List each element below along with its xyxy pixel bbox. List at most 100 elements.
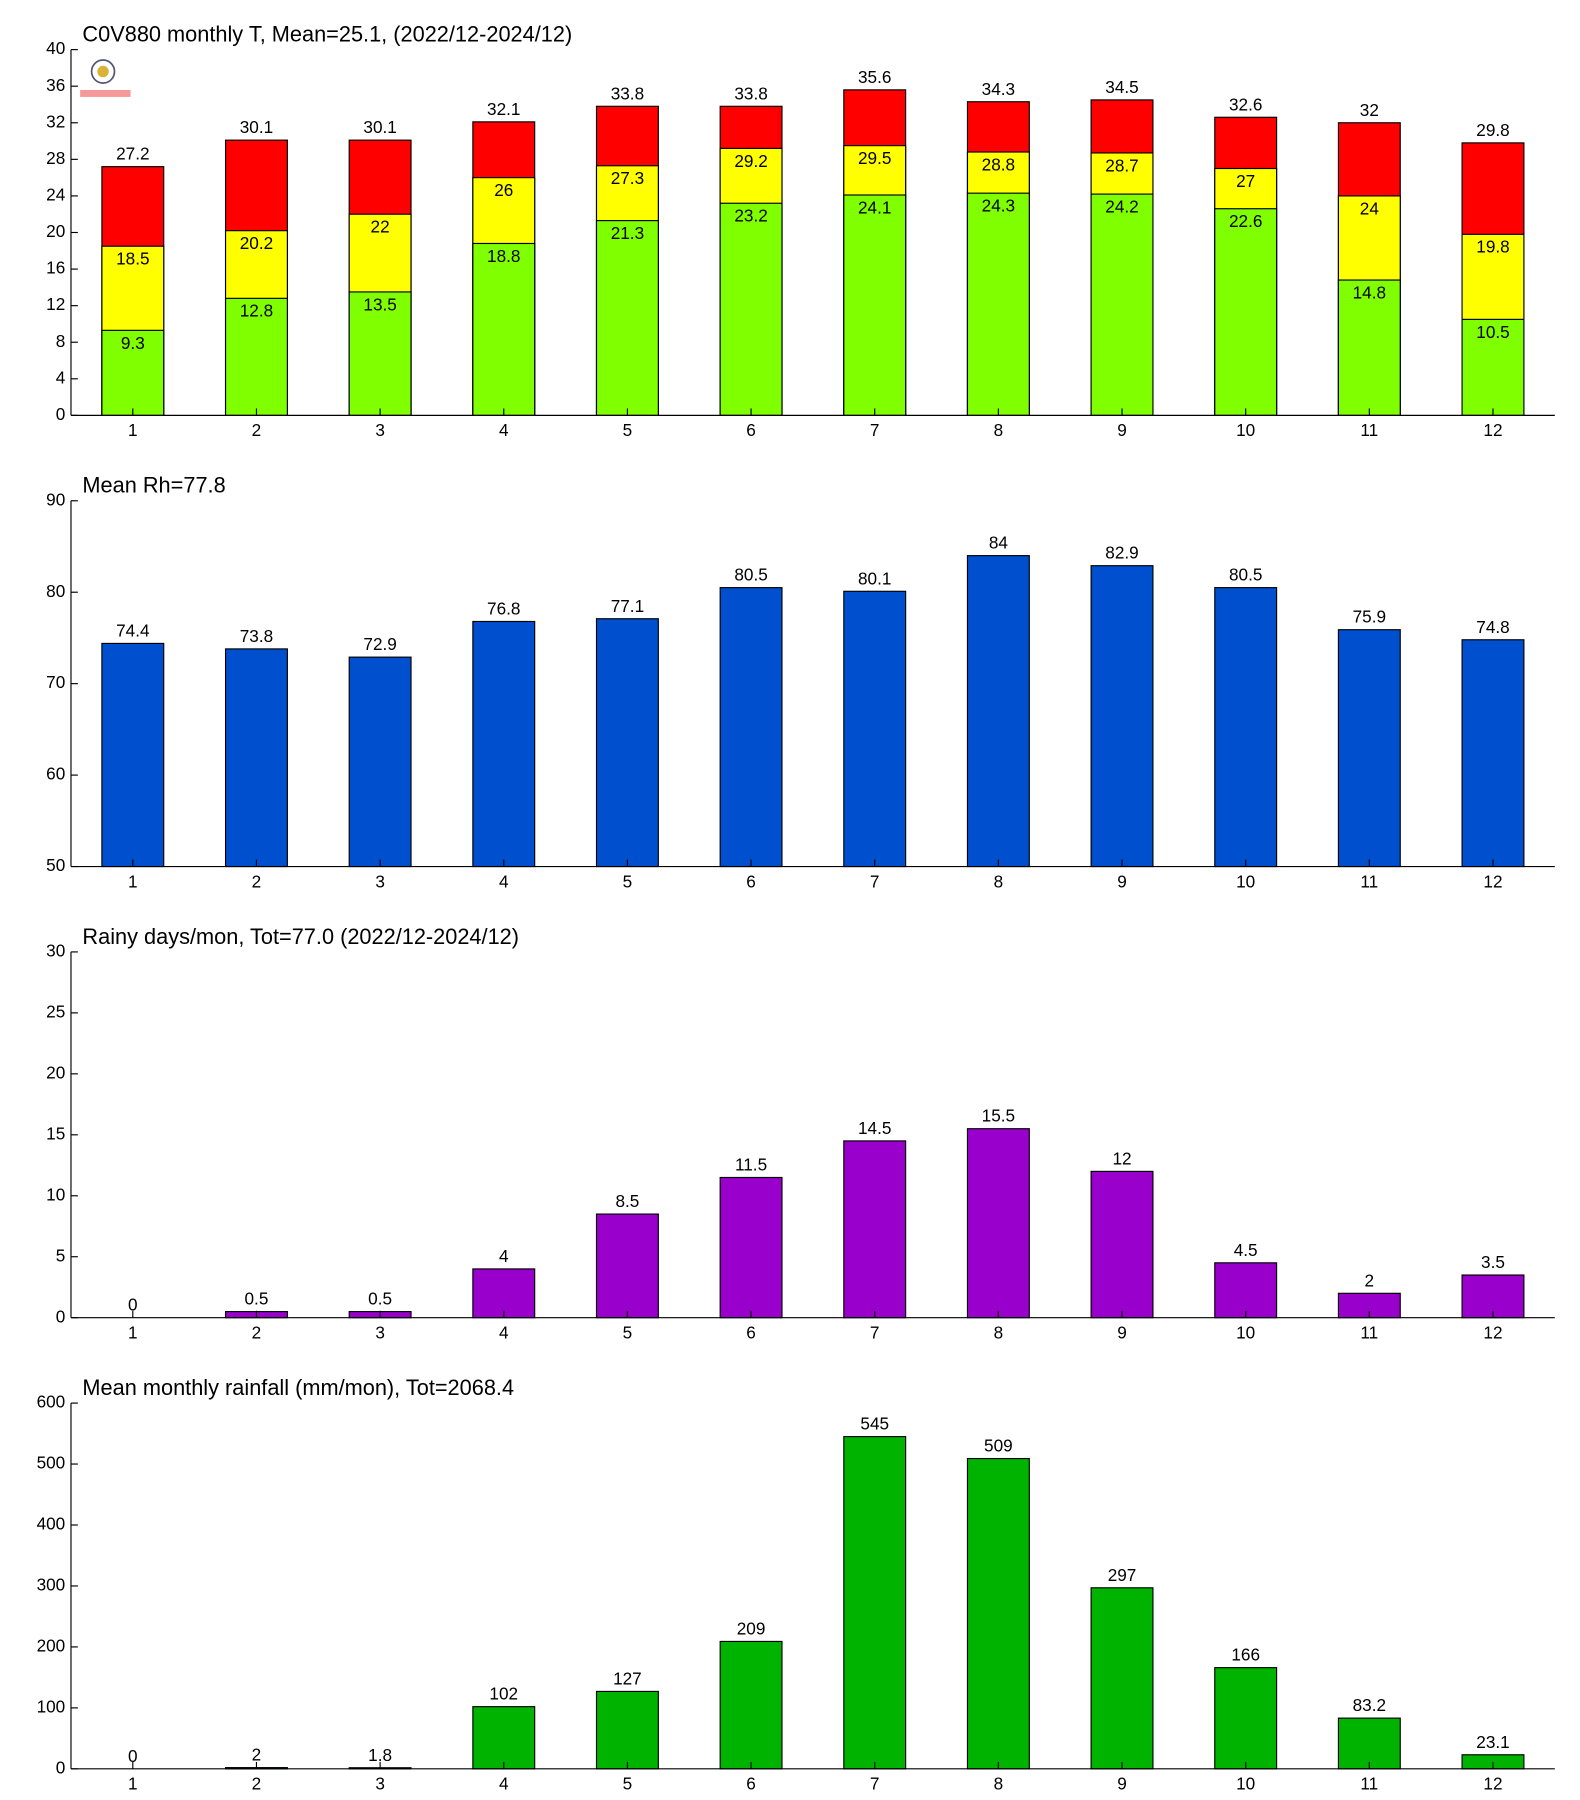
value-label: 12.8 [240, 301, 273, 321]
value-label: 14.5 [858, 1118, 891, 1138]
x-tick-label: 10 [1236, 420, 1255, 440]
y-tick-label: 30 [46, 940, 65, 960]
x-tick-label: 1 [128, 871, 138, 891]
logo [80, 59, 131, 97]
x-tick-label: 5 [623, 871, 633, 891]
x-tick-label: 1 [128, 420, 138, 440]
bar [1090, 1587, 1154, 1770]
value-label: 18.5 [116, 249, 149, 269]
value-label: 30.1 [240, 117, 273, 137]
y-tick-label: 0 [56, 404, 66, 424]
y-tick-label: 90 [46, 489, 65, 509]
y-tick-label: 60 [46, 764, 65, 784]
value-label: 0.5 [368, 1289, 392, 1309]
x-tick-label: 12 [1483, 1774, 1502, 1794]
bar [1214, 587, 1278, 868]
chart-title: Mean Rh=77.8 [82, 473, 225, 498]
value-label: 10.5 [1476, 322, 1509, 342]
value-label: 166 [1231, 1645, 1260, 1665]
y-tick-label: 0 [56, 1306, 66, 1326]
chart-title: C0V880 monthly T, Mean=25.1, (2022/12-20… [82, 21, 572, 46]
y-tick-label: 50 [46, 855, 65, 875]
value-label: 209 [737, 1618, 766, 1638]
bar [1214, 1667, 1278, 1770]
value-label: 34.3 [982, 79, 1015, 99]
x-tick-label: 9 [1117, 1322, 1127, 1342]
y-tick-label: 12 [46, 294, 65, 314]
value-label: 0 [128, 1746, 138, 1766]
x-tick-label: 2 [252, 1322, 262, 1342]
y-tick-label: 16 [46, 258, 65, 278]
value-label: 72.9 [363, 634, 396, 654]
value-label: 2 [252, 1745, 262, 1765]
value-label: 4 [499, 1246, 509, 1266]
value-label: 32.6 [1229, 94, 1262, 114]
x-tick-label: 9 [1117, 871, 1127, 891]
x-tick-label: 2 [252, 1774, 262, 1794]
value-label: 80.5 [1229, 565, 1262, 585]
y-tick-label: 200 [37, 1635, 66, 1655]
x-tick-label: 9 [1117, 1774, 1127, 1794]
value-label: 14.8 [1353, 282, 1386, 302]
bar [719, 202, 783, 416]
x-tick-label: 10 [1236, 1322, 1255, 1342]
value-label: 33.8 [734, 83, 767, 103]
y-tick-label: 24 [46, 184, 66, 204]
bar [595, 1213, 659, 1319]
bar [1337, 629, 1401, 868]
bar [472, 242, 536, 416]
value-label: 30.1 [363, 117, 396, 137]
y-tick-label: 20 [46, 221, 65, 241]
value-label: 23.2 [734, 206, 767, 226]
value-label: 73.8 [240, 626, 273, 646]
x-tick-label: 3 [375, 871, 385, 891]
x-tick-label: 7 [870, 871, 880, 891]
y-tick-label: 8 [56, 331, 66, 351]
x-tick-label: 3 [375, 1322, 385, 1342]
x-tick-label: 2 [252, 871, 262, 891]
bar [966, 192, 1030, 416]
y-tick-label: 400 [37, 1514, 66, 1534]
y-tick-label: 28 [46, 148, 65, 168]
value-label: 18.8 [487, 246, 520, 266]
value-label: 80.5 [734, 565, 767, 585]
x-tick-label: 8 [994, 1774, 1004, 1794]
value-label: 74.8 [1476, 617, 1509, 637]
value-label: 24.3 [982, 196, 1015, 216]
value-label: 0.5 [245, 1289, 269, 1309]
bar [224, 648, 288, 868]
bar [348, 656, 412, 868]
bar [101, 642, 165, 868]
bar [1461, 639, 1525, 868]
y-tick-label: 20 [46, 1062, 65, 1082]
x-tick-label: 8 [994, 1322, 1004, 1342]
x-tick-label: 11 [1360, 1774, 1378, 1794]
bar [1090, 565, 1154, 868]
y-tick-label: 100 [37, 1696, 66, 1716]
x-tick-label: 11 [1360, 1322, 1378, 1342]
bar [1461, 1274, 1525, 1319]
value-label: 29.5 [858, 148, 891, 168]
x-tick-label: 11 [1360, 420, 1378, 440]
bar [472, 1706, 536, 1770]
x-tick-label: 12 [1483, 1322, 1502, 1342]
x-tick-label: 1 [128, 1774, 138, 1794]
x-tick-label: 8 [994, 871, 1004, 891]
bar [843, 1140, 907, 1319]
value-label: 19.8 [1476, 237, 1509, 257]
x-tick-label: 3 [375, 420, 385, 440]
bar [1090, 193, 1154, 416]
value-label: 35.6 [858, 67, 891, 87]
bar [1214, 1262, 1278, 1319]
value-label: 27 [1236, 171, 1255, 191]
value-label: 76.8 [487, 598, 520, 618]
value-label: 28.7 [1105, 155, 1138, 175]
value-label: 33.8 [611, 83, 644, 103]
value-label: 29.8 [1476, 120, 1509, 140]
bar [348, 291, 412, 416]
x-tick-label: 6 [746, 420, 756, 440]
value-label: 21.3 [611, 223, 644, 243]
value-label: 82.9 [1105, 543, 1138, 563]
y-tick-label: 15 [46, 1123, 65, 1143]
